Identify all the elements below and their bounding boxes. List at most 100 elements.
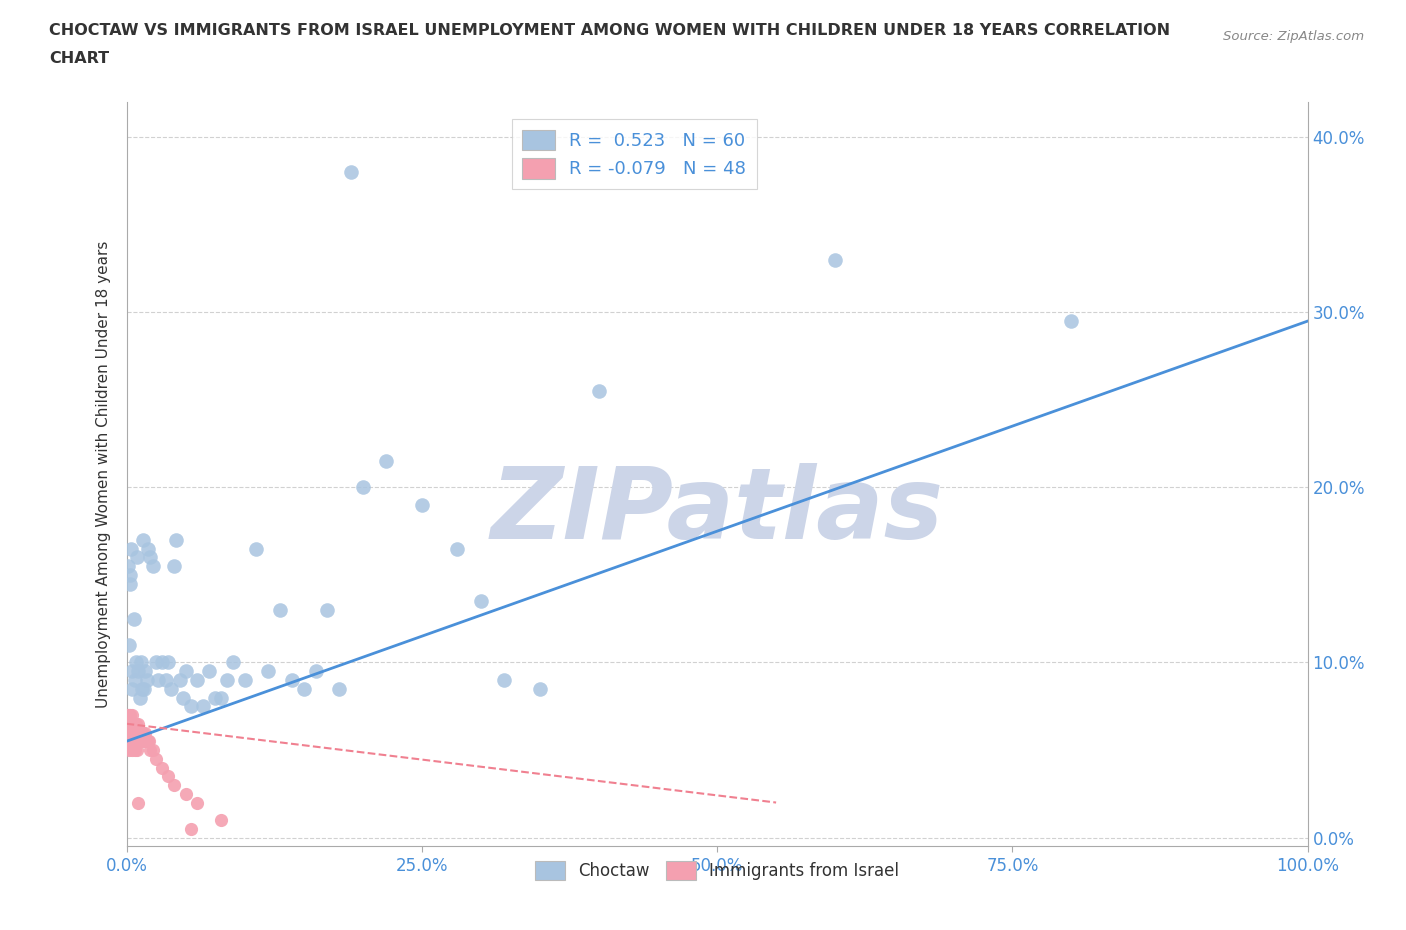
Point [136, 541, 159, 556]
Point [529, 682, 551, 697]
Point [122, 716, 145, 731]
Text: CHART: CHART [49, 51, 110, 66]
Point [222, 655, 245, 670]
Point [375, 454, 398, 469]
Point [122, 734, 145, 749]
Point [120, 716, 142, 731]
Point [122, 611, 145, 626]
Point [193, 698, 215, 713]
Point [129, 655, 152, 670]
Point [124, 716, 146, 731]
Point [125, 655, 148, 670]
Point [124, 725, 146, 740]
Point [135, 734, 157, 749]
Point [127, 742, 149, 757]
Point [127, 664, 149, 679]
Point [121, 708, 143, 723]
Point [117, 708, 139, 723]
Point [172, 690, 194, 705]
Point [124, 742, 146, 757]
Point [134, 725, 156, 740]
Point [281, 672, 304, 687]
Point [120, 734, 142, 749]
Point [120, 577, 142, 591]
Point [209, 690, 232, 705]
Point [145, 751, 167, 766]
Point [316, 603, 339, 618]
Text: CHOCTAW VS IMMIGRANTS FROM ISRAEL UNEMPLOYMENT AMONG WOMEN WITH CHILDREN UNDER 1: CHOCTAW VS IMMIGRANTS FROM ISRAEL UNEMPL… [49, 23, 1170, 38]
Point [470, 593, 492, 608]
Point [132, 725, 155, 740]
Point [131, 734, 153, 749]
Point [127, 550, 149, 565]
Point [120, 725, 142, 740]
Point [118, 708, 141, 723]
Y-axis label: Unemployment Among Women with Children Under 18 years: Unemployment Among Women with Children U… [96, 241, 111, 708]
Point [118, 742, 141, 757]
Point [352, 480, 374, 495]
Point [118, 638, 141, 653]
Point [163, 559, 186, 574]
Point [180, 698, 202, 713]
Point [180, 821, 202, 836]
Point [204, 690, 226, 705]
Point [127, 725, 149, 740]
Point [136, 734, 159, 749]
Point [131, 682, 153, 697]
Point [198, 664, 221, 679]
Point [121, 682, 143, 697]
Point [494, 672, 516, 687]
Point [115, 708, 138, 723]
Point [156, 769, 179, 784]
Point [150, 760, 173, 775]
Point [125, 725, 148, 740]
Point [121, 725, 143, 740]
Point [139, 742, 162, 757]
Point [160, 682, 183, 697]
Point [257, 664, 280, 679]
Point [135, 672, 157, 687]
Point [134, 664, 156, 679]
Point [128, 734, 150, 749]
Point [120, 716, 142, 731]
Point [115, 725, 138, 740]
Point [120, 708, 142, 723]
Legend: Choctaw, Immigrants from Israel: Choctaw, Immigrants from Israel [524, 851, 910, 890]
Point [117, 716, 139, 731]
Point [174, 787, 197, 802]
Point [121, 742, 143, 757]
Point [169, 672, 191, 687]
Text: ZIPatlas: ZIPatlas [491, 463, 943, 560]
Point [186, 672, 208, 687]
Point [139, 550, 162, 565]
Point [174, 664, 197, 679]
Point [148, 672, 170, 687]
Point [134, 734, 156, 749]
Point [121, 664, 143, 679]
Point [117, 559, 139, 574]
Point [120, 541, 142, 556]
Point [118, 725, 141, 740]
Point [292, 682, 315, 697]
Point [129, 725, 152, 740]
Point [138, 734, 160, 749]
Point [186, 795, 208, 810]
Point [446, 541, 468, 556]
Point [134, 682, 156, 697]
Point [163, 777, 186, 792]
Point [824, 252, 846, 267]
Point [128, 690, 150, 705]
Point [125, 734, 148, 749]
Point [120, 567, 142, 582]
Point [145, 655, 167, 670]
Point [124, 672, 146, 687]
Point [127, 795, 149, 810]
Point [245, 541, 267, 556]
Point [127, 716, 149, 731]
Point [117, 734, 139, 749]
Point [122, 725, 145, 740]
Point [233, 672, 256, 687]
Point [340, 165, 363, 179]
Point [120, 734, 142, 749]
Point [304, 664, 326, 679]
